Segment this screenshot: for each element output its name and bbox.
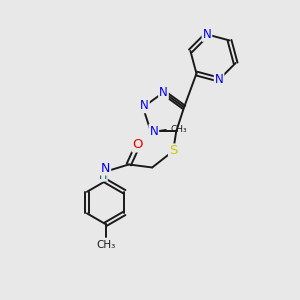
Text: N: N bbox=[159, 86, 168, 99]
Text: N: N bbox=[101, 162, 110, 175]
Text: O: O bbox=[133, 139, 143, 152]
Text: N: N bbox=[149, 125, 158, 138]
Text: N: N bbox=[140, 99, 149, 112]
Text: CH₃: CH₃ bbox=[96, 240, 115, 250]
Text: S: S bbox=[169, 145, 177, 158]
Text: N: N bbox=[202, 28, 211, 41]
Text: CH₃: CH₃ bbox=[170, 125, 187, 134]
Text: H: H bbox=[99, 171, 107, 181]
Text: N: N bbox=[215, 73, 224, 86]
